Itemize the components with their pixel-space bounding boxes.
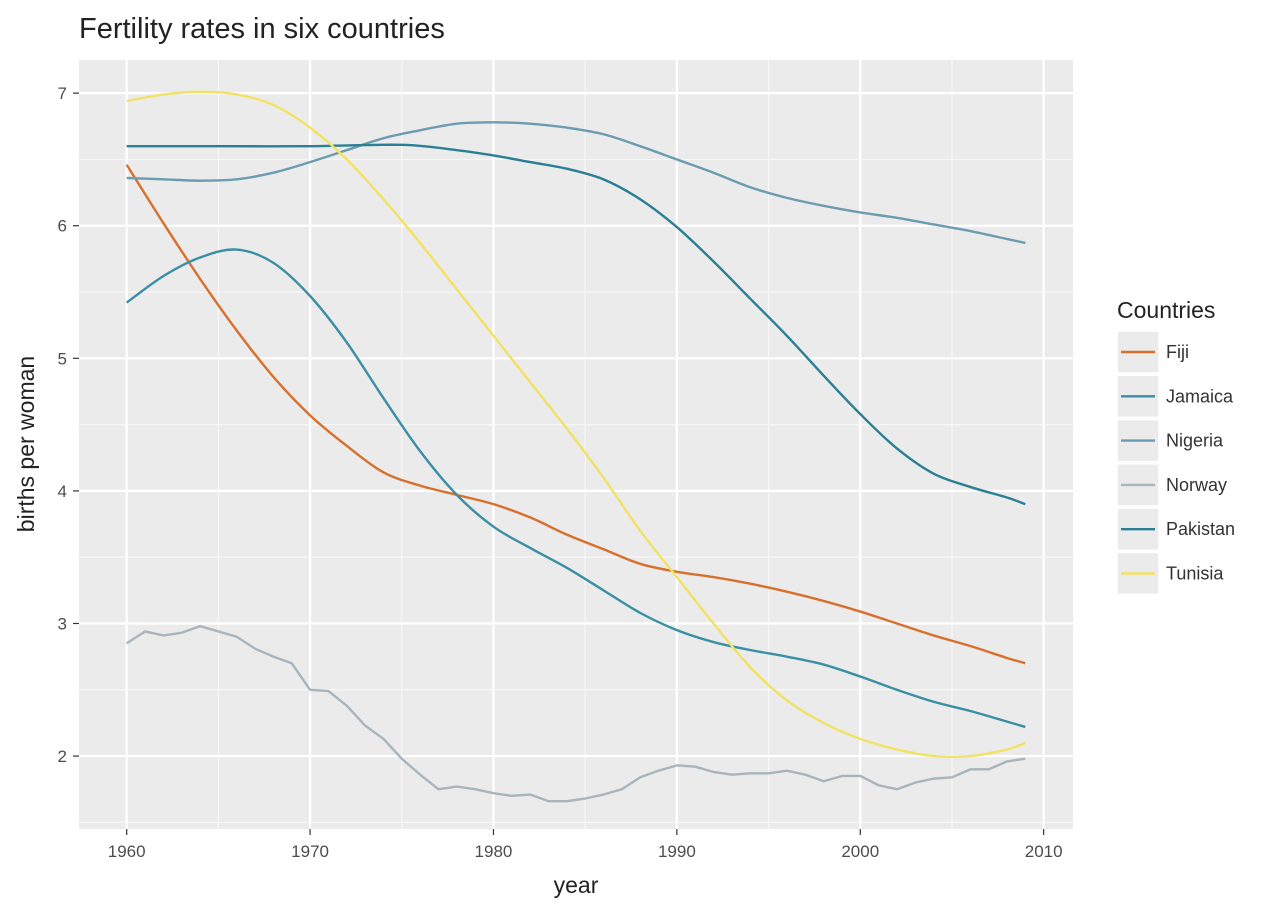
y-tick-label: 4: [58, 482, 67, 501]
y-tick-label: 2: [58, 747, 67, 766]
x-axis-title: year: [554, 872, 599, 898]
legend-label: Pakistan: [1166, 519, 1235, 539]
minor-gridlines: [79, 60, 1073, 829]
x-tick-label: 1990: [658, 842, 696, 861]
plot-panel: [79, 60, 1073, 829]
legend-item-jamaica: Jamaica: [1116, 374, 1234, 419]
series-line-norway: [126, 624, 1026, 803]
y-axis: 2 3 4 5 6 7: [58, 84, 79, 766]
y-tick-label: 7: [58, 84, 67, 103]
series-line-jamaica: [125, 248, 1026, 729]
y-tick-label: 3: [58, 614, 67, 633]
legend-label: Fiji: [1166, 342, 1189, 362]
x-tick-label: 1960: [108, 842, 146, 861]
series-lines: [125, 90, 1026, 803]
y-tick-label: 6: [58, 217, 67, 236]
legend-title: Countries: [1117, 297, 1215, 323]
legend-item-pakistan: Pakistan: [1116, 507, 1235, 551]
legend-label: Jamaica: [1166, 386, 1234, 406]
legend-item-tunisia: Tunisia: [1116, 551, 1224, 596]
x-tick-label: 2010: [1025, 842, 1063, 861]
legend-item-nigeria: Nigeria: [1116, 418, 1224, 463]
series-line-nigeria: [126, 121, 1026, 245]
legend: Countries Fiji Jamaica Nigeria Norway Pakist…: [1116, 297, 1235, 596]
series-line-tunisia: [126, 90, 1026, 759]
legend-item-norway: Norway: [1116, 463, 1227, 507]
x-tick-label: 1970: [291, 842, 329, 861]
legend-item-fiji: Fiji: [1116, 330, 1189, 374]
x-tick-label: 1980: [475, 842, 513, 861]
legend-label: Norway: [1166, 475, 1227, 495]
series-line-fiji: [125, 164, 1026, 665]
x-axis: 1960 1970 1980 1990 2000 2010: [108, 829, 1063, 861]
major-gridlines: [79, 60, 1073, 829]
legend-label: Tunisia: [1166, 564, 1224, 584]
series-line-pakistan: [126, 143, 1026, 506]
x-tick-label: 2000: [841, 842, 879, 861]
legend-label: Nigeria: [1166, 431, 1224, 451]
y-tick-label: 5: [58, 349, 67, 368]
chart-title: Fertility rates in six countries: [79, 13, 445, 45]
y-axis-title: births per woman: [13, 356, 39, 532]
